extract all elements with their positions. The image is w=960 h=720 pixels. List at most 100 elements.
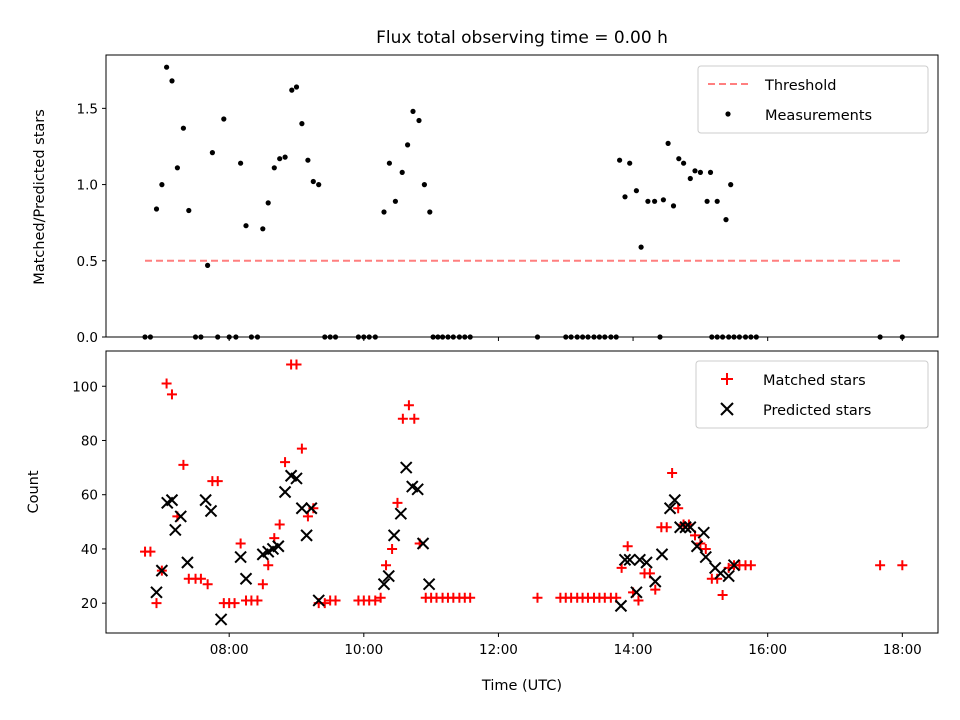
predicted-legend-swatch bbox=[720, 402, 734, 416]
x-tick-label: 16:00 bbox=[748, 642, 787, 658]
matched-stars-marker bbox=[745, 560, 756, 571]
flux-ratio-y-axis-label: Matched/Predicted stars bbox=[32, 109, 48, 285]
matched-stars-marker bbox=[465, 592, 476, 603]
predicted-stars-marker bbox=[630, 586, 643, 599]
matched-stars-marker bbox=[532, 592, 543, 603]
measurements-point bbox=[386, 160, 392, 166]
star-count-x-ticks: 08:00 10:00 12:00 14:00 16:00 18:00 bbox=[210, 633, 922, 658]
predicted-stars-marker bbox=[394, 507, 408, 520]
predicted-stars-marker bbox=[199, 493, 212, 507]
matched-stars-marker bbox=[633, 595, 644, 606]
predicted-stars-marker bbox=[305, 502, 318, 515]
x-tick-label: 14:00 bbox=[614, 642, 653, 658]
matched-stars-marker bbox=[700, 543, 711, 554]
flux-ratio-panel: 0.0 0.5 1.0 1.5 Matched/Predicted stars Thr… bbox=[32, 54, 939, 346]
predicted-stars-marker bbox=[290, 472, 303, 485]
star-count-legend-box bbox=[695, 360, 929, 429]
measurements-point bbox=[714, 198, 720, 204]
matched-stars-marker bbox=[409, 413, 420, 424]
measurements-point bbox=[180, 125, 186, 131]
predicted-stars-marker bbox=[623, 553, 636, 566]
y-tick-label: 100 bbox=[72, 379, 98, 395]
measurements-point bbox=[670, 203, 677, 209]
measurements-point bbox=[159, 182, 165, 188]
matched-stars-marker bbox=[280, 457, 291, 468]
measurements-point bbox=[645, 198, 651, 204]
matched-stars-marker bbox=[166, 389, 177, 400]
predicted-stars-marker bbox=[278, 485, 292, 499]
flux-ratio-marks bbox=[142, 64, 905, 340]
x-tick-label: 10:00 bbox=[344, 642, 383, 658]
matched-stars-marker bbox=[381, 560, 392, 571]
y-tick-label: 1.0 bbox=[77, 178, 98, 194]
predicted-stars-marker bbox=[668, 493, 682, 507]
measurements-point bbox=[622, 194, 628, 200]
matched-stars-marker bbox=[717, 590, 728, 601]
matched-stars-marker bbox=[229, 598, 240, 609]
matched-legend-label: Matched stars bbox=[763, 373, 866, 389]
predicted-stars-marker bbox=[684, 521, 697, 534]
matched-stars-marker bbox=[296, 443, 307, 454]
y-tick-label: 60 bbox=[81, 488, 98, 504]
matched-stars-marker bbox=[274, 519, 285, 530]
measurements-point bbox=[405, 142, 411, 148]
predicted-stars-marker bbox=[155, 564, 169, 577]
matched-stars-marker bbox=[291, 359, 302, 370]
measurements-point bbox=[299, 121, 305, 127]
predicted-stars-marker bbox=[400, 461, 413, 474]
measurements-point bbox=[381, 209, 387, 215]
matched-stars-marker bbox=[375, 592, 386, 603]
x-tick-label: 08:00 bbox=[210, 642, 249, 658]
measurements-point bbox=[723, 217, 729, 223]
predicted-stars-marker bbox=[679, 521, 692, 534]
measurements-point bbox=[704, 198, 710, 204]
predicted-stars-marker bbox=[699, 550, 712, 564]
predicted-stars-marker bbox=[727, 559, 741, 572]
matched-stars-marker bbox=[263, 560, 274, 571]
measurements-point bbox=[186, 207, 192, 214]
matched-stars-marker bbox=[403, 400, 414, 411]
predicted-stars-marker bbox=[295, 502, 309, 515]
predicted-stars-marker bbox=[422, 577, 436, 591]
predicted-legend-label: Predicted stars bbox=[763, 403, 871, 419]
predicted-stars-marker bbox=[300, 529, 313, 542]
predicted-stars-marker bbox=[640, 556, 653, 569]
measurements-point bbox=[638, 244, 644, 250]
measurements-point bbox=[169, 78, 175, 84]
measurements-point bbox=[665, 140, 671, 146]
predicted-stars-marker bbox=[649, 575, 662, 588]
predicted-stars-marker bbox=[673, 521, 687, 534]
measurements-point bbox=[707, 169, 714, 175]
predicted-stars-marker bbox=[181, 556, 194, 569]
measurements-point bbox=[627, 160, 633, 166]
flux-ratio-x-ticks bbox=[228, 337, 903, 341]
predicted-stars-marker bbox=[312, 594, 325, 607]
measurements-point bbox=[277, 156, 283, 162]
matched-stars-marker bbox=[616, 562, 627, 573]
figure-title: Flux total observing time = 0.00 h bbox=[376, 28, 668, 48]
predicted-stars-marker bbox=[722, 569, 735, 583]
measurements-point bbox=[410, 108, 416, 114]
matched-stars-marker bbox=[392, 497, 403, 508]
matched-stars-marker bbox=[252, 595, 263, 606]
matched-stars-marker bbox=[673, 503, 684, 514]
y-tick-label: 0.5 bbox=[77, 254, 98, 270]
x-tick-label: 18:00 bbox=[883, 642, 922, 658]
y-tick-label: 20 bbox=[81, 596, 98, 612]
matched-stars-marker bbox=[622, 541, 633, 552]
x-tick-label: 12:00 bbox=[479, 642, 518, 658]
predicted-stars-marker bbox=[633, 553, 647, 566]
matched-stars-marker bbox=[330, 595, 341, 606]
measurements-point bbox=[681, 160, 687, 166]
measurements-point bbox=[265, 200, 271, 206]
predicted-stars-marker bbox=[214, 613, 228, 626]
predicted-stars-marker bbox=[655, 548, 669, 561]
measurements-point bbox=[660, 197, 667, 203]
x-axis-label: Time (UTC) bbox=[481, 678, 562, 694]
matched-stars-marker bbox=[897, 560, 908, 571]
measurements-point bbox=[293, 84, 300, 90]
measurements-point bbox=[238, 160, 244, 166]
flux-ratio-legend-box bbox=[697, 65, 929, 134]
measurements-point bbox=[209, 150, 215, 156]
predicted-stars-marker bbox=[174, 510, 187, 523]
